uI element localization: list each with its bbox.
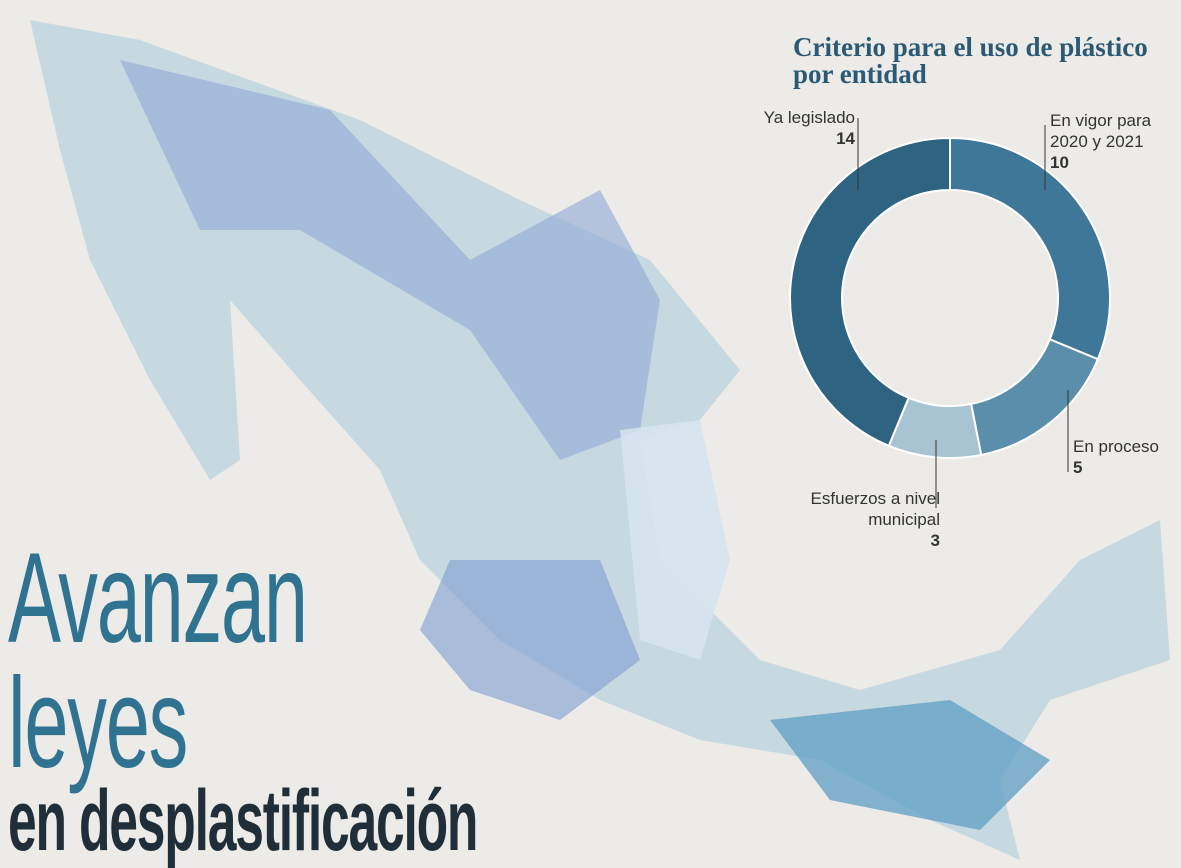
slice-name: En vigor para 2020 y 2021: [1050, 111, 1151, 151]
slice-value: 10: [1050, 152, 1180, 173]
slice-value: 14: [700, 128, 855, 149]
donut-slice: [790, 138, 950, 446]
chart: [0, 0, 1181, 868]
slice-value: 5: [1073, 457, 1181, 478]
slice-name: Esfuerzos a nivel municipal: [811, 489, 940, 529]
slice-name: Ya legislado: [764, 108, 855, 127]
slice-name: En proceso: [1073, 437, 1159, 456]
page: Avanzan leyes en desplastificación Crite…: [0, 0, 1181, 868]
slice-value: 3: [760, 530, 940, 551]
